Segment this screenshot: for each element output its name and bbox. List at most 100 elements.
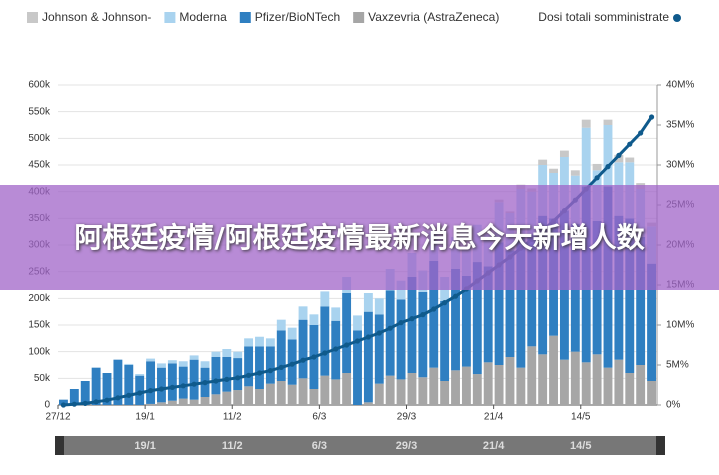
line-point	[311, 354, 317, 360]
line-point	[224, 376, 230, 382]
bar-segment	[353, 330, 362, 405]
line-point	[115, 395, 121, 401]
bar-segment	[570, 351, 580, 405]
bar-segment	[189, 355, 199, 360]
bar-segment	[222, 349, 232, 357]
bar-segment	[559, 157, 569, 211]
bar-segment	[396, 379, 406, 405]
line-point	[322, 350, 328, 356]
bar-segment	[440, 301, 450, 381]
bar-segment	[472, 374, 482, 405]
legend-swatch	[239, 12, 251, 23]
line-point	[409, 316, 415, 322]
line-point	[267, 368, 273, 374]
x-tick-label: 29/3	[397, 412, 417, 423]
line-point	[82, 400, 88, 406]
bar-segment	[233, 351, 243, 359]
bar-segment	[244, 346, 254, 387]
bar-segment	[189, 399, 199, 405]
bar-segment	[581, 119, 591, 128]
bar-segment	[331, 379, 341, 405]
bar-segment	[233, 358, 243, 391]
bar-segment	[157, 363, 166, 368]
bar-segment	[211, 357, 221, 395]
navigator-handle	[55, 436, 64, 455]
bar-segment	[233, 390, 243, 405]
bar-segment	[505, 250, 515, 357]
bar-segment	[265, 383, 275, 405]
line-point	[648, 114, 655, 120]
bar-segment	[287, 327, 297, 340]
bar-segment	[222, 391, 232, 405]
bar-segment	[124, 365, 134, 405]
line-point	[365, 334, 371, 340]
legend-label: Dosi totali somministrate	[538, 10, 669, 24]
bar-segment	[647, 263, 656, 381]
bar-segment	[309, 389, 319, 405]
bar-segment	[385, 375, 395, 405]
navigator	[55, 436, 665, 455]
bar-segment	[516, 234, 526, 368]
bar-segment	[636, 237, 646, 365]
bar-segment	[418, 291, 428, 378]
bar-segment	[255, 389, 264, 405]
line-point	[387, 325, 393, 331]
navigator-label: 14/5	[570, 440, 591, 452]
bar-segment	[124, 363, 134, 365]
bar-segment	[581, 362, 591, 405]
line-point	[376, 330, 382, 336]
x-tick-label: 6/3	[312, 412, 326, 423]
bar-segment	[418, 377, 428, 405]
y2-tick-label: 35M%	[666, 120, 694, 131]
bar-segment	[592, 354, 602, 405]
bar-segment	[614, 359, 624, 405]
bar-segment	[255, 346, 264, 389]
bar-segment	[342, 373, 352, 405]
line-point	[158, 386, 165, 392]
bar-segment	[353, 315, 362, 331]
bar-segment	[276, 330, 286, 381]
bar-segment	[647, 381, 656, 405]
line-point	[278, 364, 284, 370]
line-point	[169, 384, 175, 390]
bar-segment	[625, 157, 635, 163]
bar-segment	[570, 170, 580, 176]
legend-marker	[673, 14, 681, 22]
bar-segment	[440, 381, 450, 405]
bar-segment	[298, 306, 308, 320]
line-point	[442, 300, 448, 306]
bar-segment	[396, 299, 406, 380]
bar-segment	[559, 150, 569, 157]
bar-segment	[483, 362, 493, 405]
x-tick-label: 14/5	[571, 412, 591, 423]
bar-segment	[255, 336, 264, 347]
overlay-title: 阿根廷疫情/阿根廷疫情最新消息今天新增人数	[0, 185, 719, 290]
bar-segment	[461, 366, 471, 405]
legend-label: Vaxzevria (AstraZeneca)	[368, 10, 499, 24]
bar-segment	[363, 402, 373, 405]
bar-segment	[603, 119, 613, 125]
bar-segment	[211, 394, 221, 405]
bar-segment	[157, 367, 166, 403]
bar-segment	[298, 378, 308, 405]
y-tick-label: 200k	[28, 293, 51, 304]
bar-segment	[494, 242, 504, 365]
bar-segment	[244, 338, 254, 347]
bar-segment	[320, 291, 330, 307]
y2-tick-label: 0%	[666, 400, 681, 411]
navigator-label: 11/2	[222, 440, 243, 452]
bar-segment	[276, 319, 286, 331]
bar-segment	[342, 293, 352, 373]
navigator-label: 29/3	[396, 440, 417, 452]
line-point	[245, 372, 252, 378]
x-tick-label: 27/12	[45, 412, 70, 423]
bar-segment	[80, 381, 90, 405]
y-tick-label: 0	[44, 400, 50, 411]
navigator-label: 19/1	[134, 440, 155, 452]
bar-segment	[407, 277, 417, 373]
bar-segment	[222, 357, 232, 392]
bar-segment	[363, 293, 373, 312]
line-point	[180, 383, 186, 389]
bar-segment	[592, 163, 602, 171]
